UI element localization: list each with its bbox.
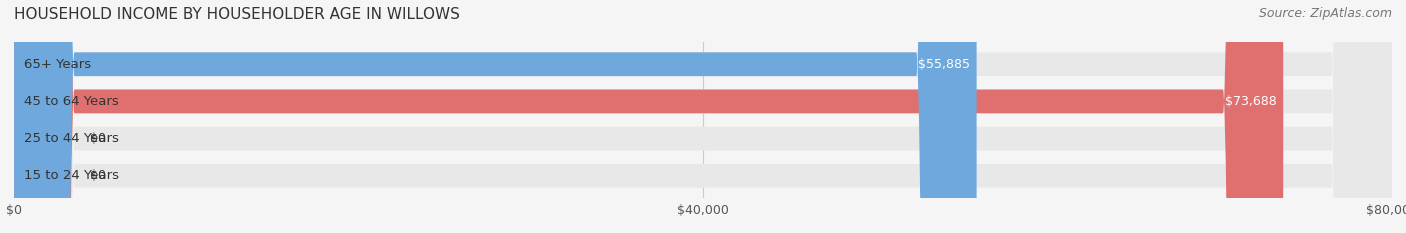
Text: $73,688: $73,688 xyxy=(1225,95,1277,108)
Text: $55,885: $55,885 xyxy=(918,58,970,71)
Text: 45 to 64 Years: 45 to 64 Years xyxy=(24,95,118,108)
Text: 15 to 24 Years: 15 to 24 Years xyxy=(24,169,118,182)
Text: Source: ZipAtlas.com: Source: ZipAtlas.com xyxy=(1258,7,1392,20)
FancyBboxPatch shape xyxy=(14,0,69,233)
Text: 25 to 44 Years: 25 to 44 Years xyxy=(24,132,118,145)
Text: $0: $0 xyxy=(90,132,105,145)
FancyBboxPatch shape xyxy=(14,0,1392,233)
FancyBboxPatch shape xyxy=(14,0,69,233)
FancyBboxPatch shape xyxy=(14,0,1392,233)
FancyBboxPatch shape xyxy=(14,0,1392,233)
Text: 65+ Years: 65+ Years xyxy=(24,58,91,71)
Text: HOUSEHOLD INCOME BY HOUSEHOLDER AGE IN WILLOWS: HOUSEHOLD INCOME BY HOUSEHOLDER AGE IN W… xyxy=(14,7,460,22)
FancyBboxPatch shape xyxy=(14,0,1392,233)
FancyBboxPatch shape xyxy=(14,0,1284,233)
Text: $0: $0 xyxy=(90,169,105,182)
FancyBboxPatch shape xyxy=(14,0,977,233)
